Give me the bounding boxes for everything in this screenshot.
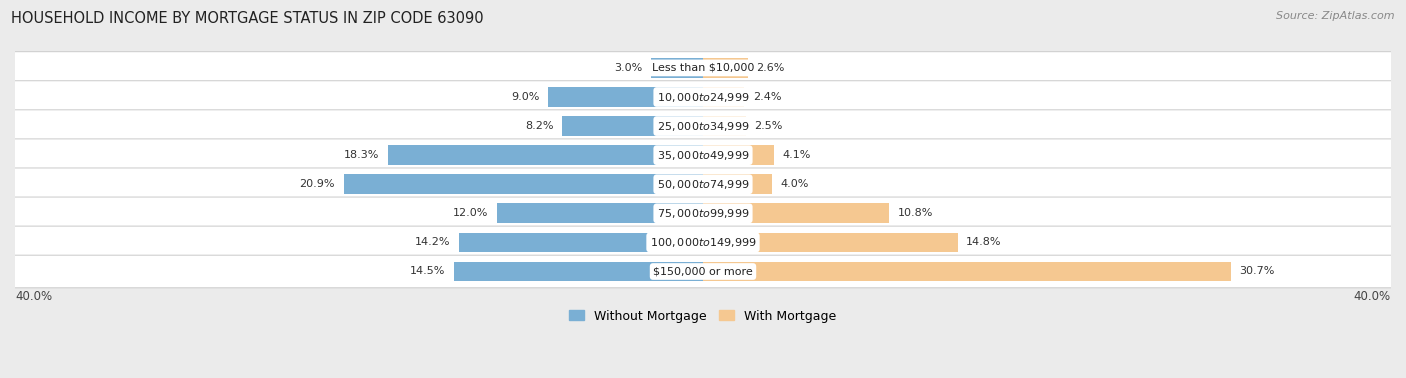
Bar: [703, 232, 957, 252]
Text: 18.3%: 18.3%: [344, 150, 380, 160]
Text: Source: ZipAtlas.com: Source: ZipAtlas.com: [1277, 11, 1395, 21]
FancyBboxPatch shape: [0, 226, 1406, 259]
FancyBboxPatch shape: [0, 255, 1406, 288]
Bar: [496, 203, 703, 223]
Text: 20.9%: 20.9%: [299, 179, 335, 189]
Text: 9.0%: 9.0%: [512, 92, 540, 102]
Bar: [703, 174, 772, 194]
FancyBboxPatch shape: [0, 110, 1406, 143]
Text: Less than $10,000: Less than $10,000: [652, 63, 754, 73]
Bar: [651, 58, 703, 78]
Bar: [548, 87, 703, 107]
Bar: [703, 262, 1232, 281]
Text: 4.0%: 4.0%: [780, 179, 808, 189]
Bar: [454, 262, 703, 281]
Text: 14.8%: 14.8%: [966, 237, 1001, 248]
Text: 14.5%: 14.5%: [409, 266, 446, 276]
Bar: [343, 174, 703, 194]
Text: 4.1%: 4.1%: [782, 150, 810, 160]
Bar: [458, 232, 703, 252]
Text: 3.0%: 3.0%: [614, 63, 643, 73]
Bar: [703, 116, 747, 136]
FancyBboxPatch shape: [0, 139, 1406, 172]
Text: 8.2%: 8.2%: [524, 121, 554, 131]
Text: 40.0%: 40.0%: [15, 290, 52, 304]
Text: 2.4%: 2.4%: [752, 92, 782, 102]
Text: $35,000 to $49,999: $35,000 to $49,999: [657, 149, 749, 162]
Bar: [703, 58, 748, 78]
Text: 40.0%: 40.0%: [1354, 290, 1391, 304]
Text: $150,000 or more: $150,000 or more: [654, 266, 752, 276]
Text: 2.6%: 2.6%: [756, 63, 785, 73]
Text: $10,000 to $24,999: $10,000 to $24,999: [657, 90, 749, 104]
Text: $75,000 to $99,999: $75,000 to $99,999: [657, 207, 749, 220]
Text: 10.8%: 10.8%: [897, 208, 932, 218]
Bar: [388, 145, 703, 165]
Text: 14.2%: 14.2%: [415, 237, 450, 248]
FancyBboxPatch shape: [0, 81, 1406, 113]
FancyBboxPatch shape: [0, 197, 1406, 229]
Text: $50,000 to $74,999: $50,000 to $74,999: [657, 178, 749, 191]
Text: 2.5%: 2.5%: [755, 121, 783, 131]
Legend: Without Mortgage, With Mortgage: Without Mortgage, With Mortgage: [564, 305, 842, 328]
FancyBboxPatch shape: [0, 52, 1406, 84]
Text: 12.0%: 12.0%: [453, 208, 488, 218]
Text: 30.7%: 30.7%: [1240, 266, 1275, 276]
FancyBboxPatch shape: [0, 168, 1406, 201]
Bar: [703, 87, 744, 107]
Text: HOUSEHOLD INCOME BY MORTGAGE STATUS IN ZIP CODE 63090: HOUSEHOLD INCOME BY MORTGAGE STATUS IN Z…: [11, 11, 484, 26]
Text: $25,000 to $34,999: $25,000 to $34,999: [657, 119, 749, 133]
Text: $100,000 to $149,999: $100,000 to $149,999: [650, 236, 756, 249]
Bar: [562, 116, 703, 136]
Bar: [703, 203, 889, 223]
Bar: [703, 145, 773, 165]
